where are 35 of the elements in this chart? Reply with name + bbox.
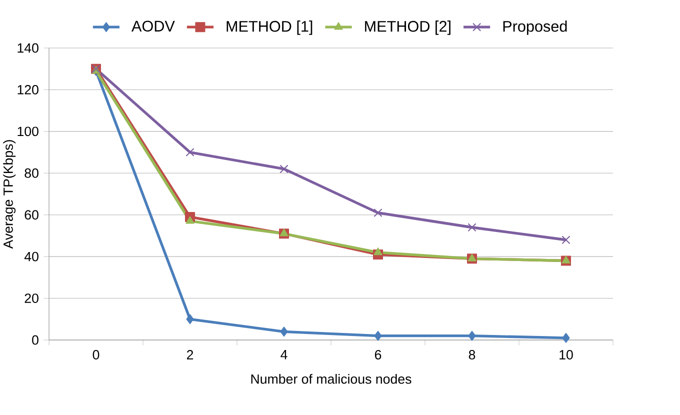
legend-label: METHOD [1] <box>226 20 312 35</box>
point <box>562 256 570 264</box>
point <box>468 254 476 262</box>
point <box>186 216 194 224</box>
x-tick-label: 2 <box>186 350 194 360</box>
y-axis-title: Average TP(Kbps) <box>3 140 16 249</box>
x-tick-label: 8 <box>468 350 476 360</box>
x-tick-label: 4 <box>280 350 288 360</box>
point <box>374 247 382 256</box>
y-tick-label: 20 <box>24 294 38 303</box>
y-tick-label: 40 <box>24 252 38 262</box>
y-tick-label: 80 <box>24 168 38 178</box>
point <box>186 148 194 157</box>
point <box>186 314 194 324</box>
point <box>562 332 570 343</box>
x-tick-label: 10 <box>560 350 573 360</box>
point <box>562 236 570 244</box>
point <box>280 326 288 337</box>
legend-label: AODV <box>132 20 175 32</box>
x-tick-label: 6 <box>374 350 382 360</box>
y-tick-label: 0 <box>32 335 38 345</box>
y-tick-label: 120 <box>18 85 38 94</box>
point <box>468 330 476 341</box>
y-tick-label: 100 <box>18 126 38 136</box>
point <box>374 208 382 218</box>
point <box>280 164 288 174</box>
y-tick-label: 60 <box>24 210 38 220</box>
y-tick-label: 140 <box>18 43 38 53</box>
legend-label: METHOD [2] <box>365 20 450 35</box>
point <box>280 228 288 236</box>
legend-label: Proposed <box>503 20 567 35</box>
point <box>468 223 476 232</box>
point <box>374 330 382 341</box>
x-axis-title: Number of malicious nodes <box>251 374 412 384</box>
x-tick-label: 0 <box>92 350 100 360</box>
